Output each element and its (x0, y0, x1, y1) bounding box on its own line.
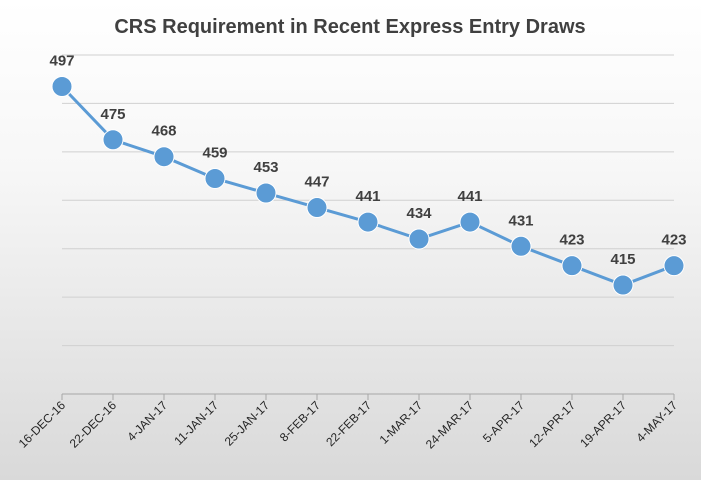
data-label: 475 (100, 106, 125, 123)
data-point (204, 167, 226, 189)
x-tick-label: 5-APR-17 (480, 398, 527, 445)
x-axis (61, 393, 675, 400)
data-label: 431 (508, 212, 533, 229)
data-point (510, 235, 532, 257)
data-point (612, 274, 634, 296)
x-tick-label: 4-JAN-17 (124, 398, 170, 444)
data-point (51, 75, 73, 97)
x-tick-label: 24-MAR-17 (423, 398, 477, 452)
x-tick-label: 12-APR-17 (526, 398, 578, 450)
data-point (459, 211, 481, 233)
data-point (663, 255, 685, 277)
data-label: 453 (253, 159, 278, 176)
data-label: 459 (202, 144, 227, 161)
data-label: 415 (610, 251, 635, 268)
data-point (102, 129, 124, 151)
x-tick-label: 22-FEB-17 (323, 398, 374, 449)
data-label: 447 (304, 174, 329, 191)
x-tick-label: 25-JAN-17 (222, 398, 273, 449)
data-point (255, 182, 277, 204)
data-point (153, 146, 175, 168)
data-labels: 497 475 468 459 453 447 441 434 441 431 423 415 423 (49, 52, 686, 268)
x-tick-label: 16-DEC-16 (16, 398, 69, 451)
data-label: 441 (457, 188, 482, 205)
x-tick-label: 11-JAN-17 (171, 398, 221, 448)
data-label: 497 (49, 52, 74, 69)
chart-title: CRS Requirement in Recent Express Entry … (114, 16, 585, 38)
data-label: 441 (355, 188, 380, 205)
data-point (306, 197, 328, 219)
data-label: 434 (406, 205, 432, 222)
x-tick-label: 22-DEC-16 (67, 398, 120, 451)
x-tick-label: 8-FEB-17 (277, 398, 323, 444)
data-points (51, 75, 685, 296)
data-point (561, 255, 583, 277)
series-line (60, 85, 675, 287)
data-point (408, 228, 430, 250)
series-line-group (60, 85, 675, 287)
data-label: 423 (559, 232, 584, 249)
x-tick-label: 4-MAY-17 (633, 398, 680, 445)
data-point (357, 211, 379, 233)
x-tick-label: 1-MAR-17 (377, 398, 426, 447)
x-tick-label: 19-APR-17 (577, 398, 629, 450)
data-label: 468 (151, 123, 176, 140)
data-label: 423 (661, 232, 686, 249)
